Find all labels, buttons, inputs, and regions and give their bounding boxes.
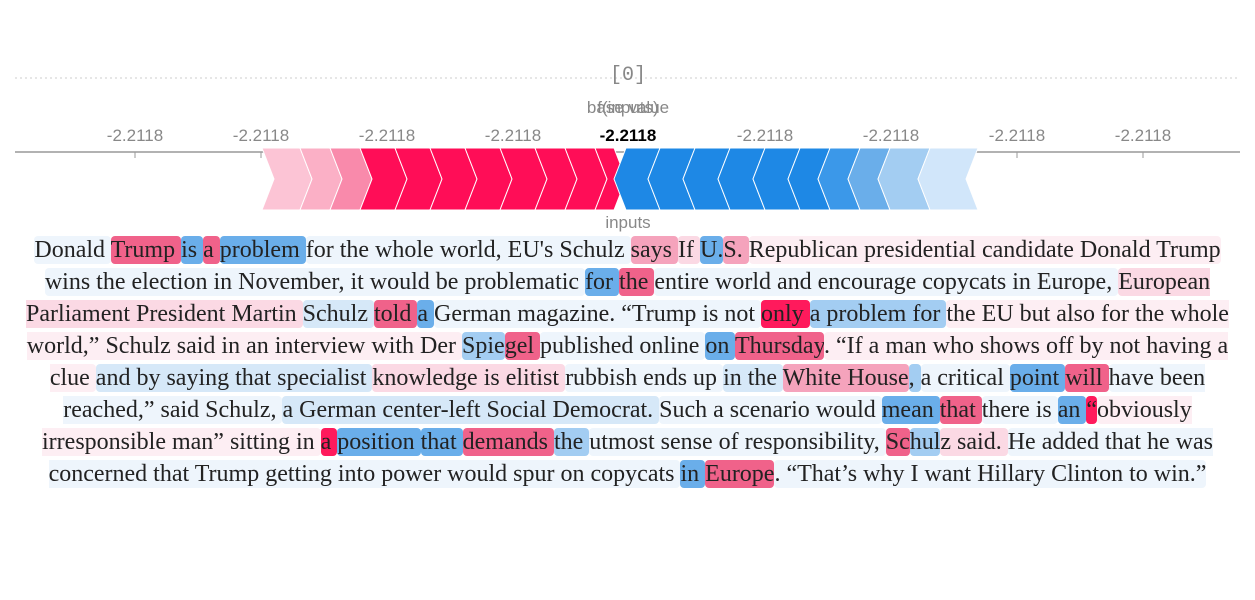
token[interactable]: the — [553, 428, 590, 456]
token[interactable]: . “That’s why I want Hillary Clinton to … — [774, 460, 1207, 488]
token[interactable]: Trump — [110, 236, 182, 264]
token[interactable]: hul — [909, 428, 941, 456]
token[interactable]: utmost sense of responsibility, — [589, 428, 886, 456]
token[interactable]: Spie — [462, 332, 505, 360]
token[interactable]: entire world and encourage copycats in E… — [654, 268, 1119, 296]
token[interactable]: only — [761, 300, 810, 328]
token[interactable]: in the — [723, 364, 783, 392]
token[interactable]: knowledge is elitist — [372, 364, 566, 392]
output-label: [0] — [610, 64, 646, 87]
token[interactable]: says — [630, 236, 679, 264]
tick-label: -2.2118 — [107, 126, 163, 145]
token[interactable]: mean — [881, 396, 940, 424]
token[interactable]: that — [420, 428, 463, 456]
token[interactable]: for the whole world, EU's Schulz — [305, 236, 631, 264]
token[interactable]: a — [203, 236, 220, 264]
tick-label: -2.2118 — [485, 126, 541, 145]
token[interactable]: , — [908, 364, 921, 392]
tick-label: -2.2118 — [863, 126, 919, 145]
token[interactable]: S. — [723, 236, 749, 264]
token[interactable]: Republican presidential candidate Donald… — [748, 236, 1221, 264]
token[interactable]: rubbish ends up — [565, 364, 724, 392]
token[interactable]: point — [1009, 364, 1066, 392]
tick-label: -2.2118 — [737, 126, 793, 145]
token[interactable]: for — [585, 268, 620, 296]
token[interactable]: the — [619, 268, 655, 296]
token[interactable]: in — [680, 460, 706, 488]
token[interactable]: U. — [700, 236, 724, 264]
token[interactable]: and by saying that specialist — [95, 364, 373, 392]
token[interactable]: Schulz — [302, 300, 374, 328]
force-plot: [0] base value f(inputs) -2.2118 -2.2118-… — [15, 64, 1240, 232]
token[interactable]: Sc — [885, 428, 910, 456]
f-value: -2.2118 — [600, 126, 657, 145]
tick-label: -2.2118 — [989, 126, 1045, 145]
base-value-label: base value — [587, 98, 669, 117]
token[interactable]: demands — [462, 428, 554, 456]
tick-label: -2.2118 — [1115, 126, 1171, 145]
token[interactable]: position — [337, 428, 421, 456]
force-segment — [917, 147, 979, 211]
token[interactable]: on — [705, 332, 735, 360]
token[interactable]: a problem for — [809, 300, 947, 328]
f-label: f(inputs) — [597, 98, 658, 117]
token[interactable]: problem — [219, 236, 306, 264]
token[interactable]: Thursday — [734, 332, 825, 360]
token[interactable]: Europe — [705, 460, 775, 488]
tick-label: -2.2118 — [233, 126, 289, 145]
token[interactable]: wins the election in November, it would … — [44, 268, 586, 296]
token[interactable]: German magazine. “Trump is not — [433, 300, 762, 328]
token[interactable]: an — [1057, 396, 1087, 424]
token[interactable]: a German center-left Social Democrat. — [282, 396, 660, 424]
token[interactable]: gel — [504, 332, 541, 360]
token[interactable]: a — [320, 428, 338, 456]
token[interactable]: “ — [1086, 396, 1098, 424]
axis-ticks: -2.2118 -2.2118 -2.2118 -2.2118 -2.2118 -2.21… — [107, 126, 1171, 158]
token[interactable]: published online — [540, 332, 706, 360]
token[interactable]: White House — [782, 364, 909, 392]
token-text: Donald Trump is a problem for the whole … — [12, 234, 1243, 490]
token[interactable]: a — [417, 300, 434, 328]
token[interactable]: a critical — [920, 364, 1010, 392]
token[interactable]: that — [939, 396, 982, 424]
token[interactable]: z said. — [940, 428, 1008, 456]
token[interactable]: Donald — [34, 236, 111, 264]
force-segment — [594, 147, 627, 211]
inputs-label: inputs — [605, 213, 650, 232]
token[interactable]: there is — [981, 396, 1058, 424]
token[interactable]: told — [373, 300, 418, 328]
token[interactable]: Such a scenario would — [659, 396, 882, 424]
tick-label: -2.2118 — [359, 126, 415, 145]
force-arrows — [261, 147, 979, 211]
token[interactable]: If — [678, 236, 700, 264]
token[interactable]: will — [1065, 364, 1109, 392]
token[interactable]: is — [181, 236, 204, 264]
